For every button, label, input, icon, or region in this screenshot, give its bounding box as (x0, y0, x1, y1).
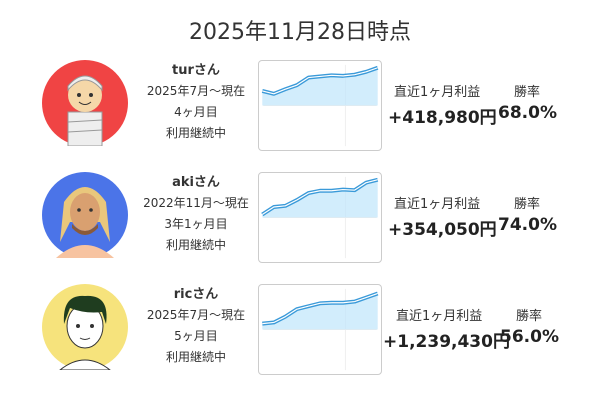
user-name: turさん (172, 63, 220, 78)
mummy-avatar-icon (42, 60, 128, 146)
user-row: akiさん 2022年11月〜現在 3年1ヶ月目 利用継続中 直近1ヶ月利益 勝… (0, 172, 600, 272)
user-months: 4ヶ月目 (174, 105, 218, 119)
winrate-value: 68.0% (498, 103, 557, 123)
profit-label: 直近1ヶ月利益 (394, 85, 481, 100)
user-row: turさん 2025年7月〜現在 4ヶ月目 利用継続中 直近1ヶ月利益 勝率 +… (0, 60, 600, 160)
winrate-value: 74.0% (498, 215, 557, 235)
profit-sparkline (258, 172, 382, 263)
user-status: 利用継続中 (165, 238, 226, 252)
profit-sparkline (258, 284, 382, 375)
blond-man-avatar-icon (42, 172, 128, 258)
profit-sparkline (258, 60, 382, 151)
user-months: 5ヶ月目 (174, 329, 218, 343)
winrate-label: 勝率 (516, 309, 543, 324)
profit-value: +418,980円 (388, 108, 497, 128)
user-row: ricさん 2025年7月〜現在 5ヶ月目 利用継続中 直近1ヶ月利益 勝率 +… (0, 284, 600, 384)
profit-value: +1,239,430円 (383, 332, 510, 352)
user-status: 利用継続中 (165, 126, 226, 140)
user-info: ricさん 2025年7月〜現在 5ヶ月目 利用継続中 (136, 284, 256, 368)
winrate-label: 勝率 (514, 197, 541, 212)
profit-value: +354,050円 (388, 220, 497, 240)
user-period: 2025年7月〜現在 (146, 84, 246, 98)
winrate-label: 勝率 (514, 85, 541, 100)
winrate-value: 56.0% (500, 327, 559, 347)
user-period: 2022年11月〜現在 (143, 196, 249, 210)
profit-label: 直近1ヶ月利益 (396, 309, 483, 324)
profit-label: 直近1ヶ月利益 (394, 197, 481, 212)
user-name: akiさん (172, 175, 220, 190)
user-info: akiさん 2022年11月〜現在 3年1ヶ月目 利用継続中 (136, 172, 256, 256)
page-title: 2025年11月28日時点 (189, 20, 411, 45)
area-fill (262, 179, 378, 218)
user-period: 2025年7月〜現在 (146, 308, 246, 322)
dark-hair-man-avatar-icon (42, 284, 128, 370)
user-months: 3年1ヶ月目 (164, 217, 228, 231)
user-info: turさん 2025年7月〜現在 4ヶ月目 利用継続中 (136, 60, 256, 144)
user-status: 利用継続中 (165, 350, 226, 364)
user-name: ricさん (173, 287, 219, 302)
